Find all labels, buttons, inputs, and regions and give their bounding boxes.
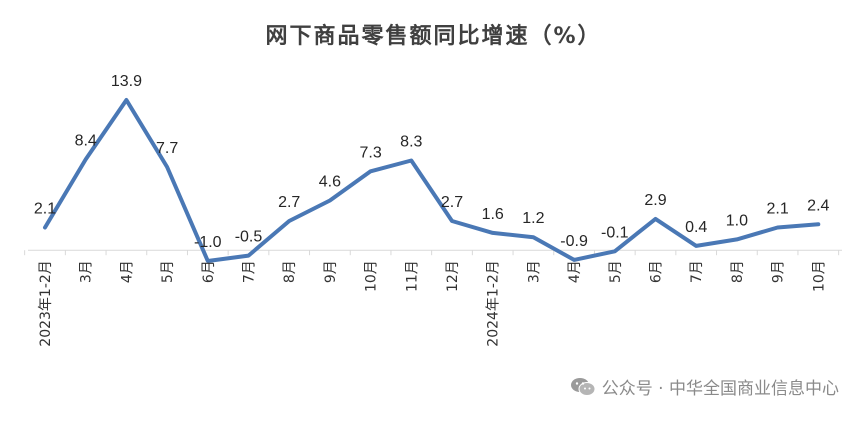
- wechat-icon: [570, 377, 596, 396]
- x-tick-label: 11月: [404, 260, 420, 292]
- data-labels: 2.1 8.4 13.9 7.7 -1.0 -0.5 2.7 4.6 7.3 8.3 2.7 1.6 1…: [34, 73, 830, 251]
- series-line: [43, 98, 821, 263]
- data-label: 1.6: [482, 206, 504, 223]
- x-tick-label: 5月: [608, 260, 624, 283]
- x-tick-label: 8月: [282, 260, 298, 283]
- data-label: 0.4: [685, 219, 707, 236]
- watermark: 公众号 · 中华全国商业信息中心: [570, 374, 839, 399]
- x-tick-labels: 2023年1-2月 3月 4月 5月 6月 7月 8月 9月 10月 11月 12月 2024年1-2…: [38, 260, 827, 347]
- data-label: 2.7: [441, 194, 463, 211]
- x-tick-label: 5月: [160, 260, 176, 283]
- x-tick-label: 4月: [567, 260, 583, 283]
- x-tick-label: 2024年1-2月: [486, 260, 502, 347]
- data-label: 13.9: [111, 73, 142, 90]
- x-tick-marks: [24, 250, 840, 256]
- data-label: 4.6: [319, 173, 341, 190]
- x-tick-label: 8月: [730, 260, 746, 283]
- x-tick-label: 10月: [811, 260, 827, 292]
- data-label: -0.9: [560, 233, 588, 250]
- data-label: 2.1: [766, 201, 788, 218]
- x-tick-label: 9月: [771, 260, 787, 283]
- data-label: 1.0: [726, 212, 748, 229]
- data-label: -0.1: [601, 224, 629, 241]
- data-label: 2.4: [807, 197, 829, 214]
- x-tick-label: 7月: [242, 260, 258, 283]
- x-tick-label: 4月: [119, 260, 135, 283]
- data-label: 2.9: [644, 192, 666, 209]
- x-tick-label: 10月: [364, 260, 380, 292]
- x-tick-label: 2023年1-2月: [38, 260, 54, 347]
- x-tick-label: 6月: [649, 260, 665, 283]
- data-label: 8.4: [75, 132, 97, 149]
- x-tick-label: 7月: [689, 260, 705, 283]
- data-label: 2.7: [278, 194, 300, 211]
- x-tick-label: 12月: [445, 260, 461, 292]
- data-label: -1.0: [194, 234, 222, 251]
- x-tick-label: 3月: [526, 260, 542, 283]
- watermark-text: 公众号 · 中华全国商业信息中心: [601, 379, 839, 399]
- chart-title: 网下商品零售额同比增速（%）: [265, 24, 602, 49]
- data-label: 8.3: [400, 134, 422, 151]
- x-tick-label: 3月: [79, 260, 95, 283]
- x-tick-label: 6月: [201, 260, 217, 283]
- data-label: 7.3: [359, 144, 381, 161]
- data-label: 2.1: [34, 201, 56, 218]
- data-label: 7.7: [156, 140, 178, 157]
- data-label: -0.5: [235, 229, 263, 246]
- data-label: 1.2: [522, 210, 544, 227]
- x-tick-label: 9月: [323, 260, 339, 283]
